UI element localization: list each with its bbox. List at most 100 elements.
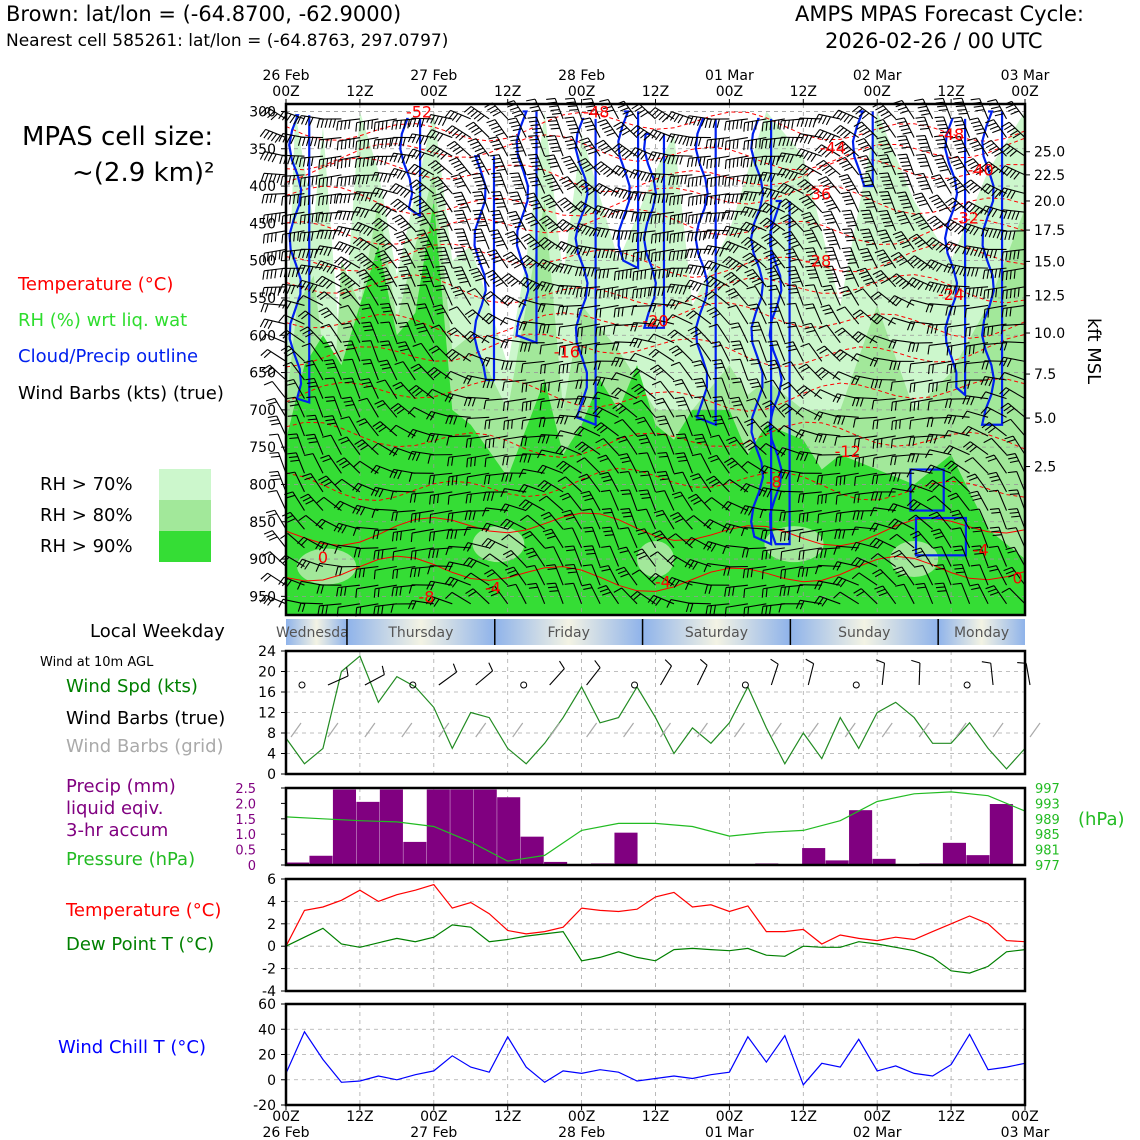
wind-barb-flag bbox=[858, 247, 868, 251]
wind-barb-flag bbox=[618, 408, 627, 415]
wind-barb-flag bbox=[540, 364, 542, 375]
wind-barb-flag bbox=[458, 133, 467, 141]
wind-barb bbox=[559, 398, 582, 400]
wind-barb-flag bbox=[288, 195, 292, 205]
wind-barb-flag bbox=[961, 223, 968, 232]
wind-barb bbox=[450, 370, 471, 381]
wind-barb bbox=[855, 416, 878, 420]
wind-barb-flag bbox=[991, 511, 1001, 514]
temp-tick-label: -4 bbox=[262, 984, 276, 1000]
wind-barb-flag bbox=[778, 198, 787, 205]
wind-barb bbox=[456, 306, 472, 325]
wind-barb-flag bbox=[317, 605, 321, 615]
bottom-time-label: 12Z bbox=[642, 1109, 669, 1125]
wind-barb-flag bbox=[410, 532, 413, 543]
wind-barb-flag bbox=[902, 244, 911, 249]
wind-barb-flag bbox=[595, 309, 598, 319]
wind-barb-flag bbox=[345, 403, 355, 407]
calm-marker bbox=[852, 681, 860, 689]
wind-barb-flag bbox=[989, 591, 999, 596]
wind-barb-flag bbox=[834, 327, 843, 334]
wind-barb-flag bbox=[527, 342, 532, 352]
wind-barb-flag bbox=[829, 280, 839, 283]
wind-barb-flag bbox=[983, 437, 992, 444]
wind-barb-flag bbox=[363, 278, 373, 284]
wind-barb-flag bbox=[955, 165, 965, 170]
wind-barb bbox=[375, 565, 397, 571]
wind-barb-flag bbox=[271, 478, 281, 481]
wind-barb-flag bbox=[762, 400, 771, 405]
wind-barb-flag bbox=[970, 564, 980, 567]
wind-barb bbox=[918, 662, 921, 686]
wind-barb-flag bbox=[334, 478, 343, 486]
wind-barb-flag bbox=[503, 504, 510, 514]
precip-bar bbox=[520, 836, 544, 865]
wind-barb-flag bbox=[948, 200, 957, 207]
wind-barb-flag bbox=[666, 283, 672, 293]
wind-barb-flag bbox=[568, 285, 573, 295]
wind-barb-flag bbox=[261, 287, 265, 297]
wind-barb-flag bbox=[935, 535, 944, 539]
wind-barb-flag bbox=[987, 207, 994, 217]
wind-barb-flag bbox=[357, 441, 366, 448]
wind-barb-flag bbox=[597, 142, 607, 148]
wind-barb-flag bbox=[732, 344, 742, 347]
wind-barb bbox=[1025, 663, 1031, 686]
wind-barb-flag bbox=[656, 173, 661, 183]
wind-barb-flag bbox=[394, 217, 404, 223]
wind-barb-flag bbox=[692, 476, 702, 481]
temperature-contour bbox=[285, 421, 1026, 459]
wind-barb-flag bbox=[651, 130, 658, 139]
wind-barb-flag bbox=[655, 369, 665, 376]
wind-barb-flag bbox=[909, 402, 912, 412]
wind-barb-flag bbox=[713, 195, 717, 205]
wind-barb-flag bbox=[742, 158, 746, 168]
wind-barb-flag bbox=[376, 379, 386, 384]
wind-barb-flag bbox=[357, 255, 366, 262]
wind-barb-flag bbox=[953, 563, 963, 566]
wind-barb-flag bbox=[803, 452, 809, 462]
wind-barb-flag bbox=[930, 174, 940, 178]
wind-barb-flag bbox=[964, 457, 973, 463]
wind-barb-flag bbox=[467, 138, 477, 143]
wind-barb-flag bbox=[748, 303, 758, 307]
wind-barb-flag bbox=[419, 221, 429, 226]
kft-tick-label: 22.5 bbox=[1034, 168, 1065, 184]
wind-barb-flag bbox=[639, 232, 643, 242]
wind-barb-flag bbox=[400, 240, 410, 245]
wind-barb-flag bbox=[802, 229, 813, 233]
wind-barb-flag bbox=[821, 115, 828, 125]
wind-barb-flag bbox=[692, 282, 699, 291]
wind-barb-flag bbox=[722, 479, 731, 486]
wind-barb-flag bbox=[582, 564, 592, 567]
wind-barb-flag bbox=[862, 213, 872, 216]
wind-barb-flag bbox=[854, 558, 862, 567]
wind-barb-flag bbox=[1004, 124, 1013, 131]
wind-barb-flag bbox=[658, 213, 661, 224]
wind-barb-flag bbox=[420, 118, 425, 128]
wind-barb-flag bbox=[411, 451, 417, 461]
wind-barb-flag bbox=[673, 579, 680, 588]
wind-barb-flag bbox=[640, 493, 650, 496]
wind-barb bbox=[527, 514, 545, 530]
wind-barb-flag bbox=[587, 189, 596, 196]
wind-barb-flag bbox=[371, 509, 376, 518]
wind-barb-flag bbox=[980, 391, 987, 400]
wind-barb-flag bbox=[533, 131, 543, 134]
wind-barb-flag bbox=[562, 465, 571, 472]
wind-barb bbox=[498, 154, 509, 176]
wind-barb-flag bbox=[726, 460, 736, 466]
wind-barb-flag bbox=[536, 464, 544, 473]
top-date-label: 28 Feb bbox=[558, 68, 605, 84]
wind-barb-flag bbox=[879, 157, 889, 161]
wind-barb-flag bbox=[601, 545, 611, 548]
wind-barb-flag bbox=[455, 213, 465, 216]
wind-barb-flag bbox=[574, 267, 579, 277]
wind-barb bbox=[504, 379, 527, 383]
wind-barb-flag bbox=[671, 268, 675, 278]
wind-barb-flag bbox=[715, 247, 721, 257]
wind-barb-flag bbox=[898, 124, 908, 128]
wind-barb-flag bbox=[871, 475, 875, 485]
wind-barb-flag bbox=[411, 134, 417, 143]
wind-barb-flag bbox=[360, 303, 370, 307]
